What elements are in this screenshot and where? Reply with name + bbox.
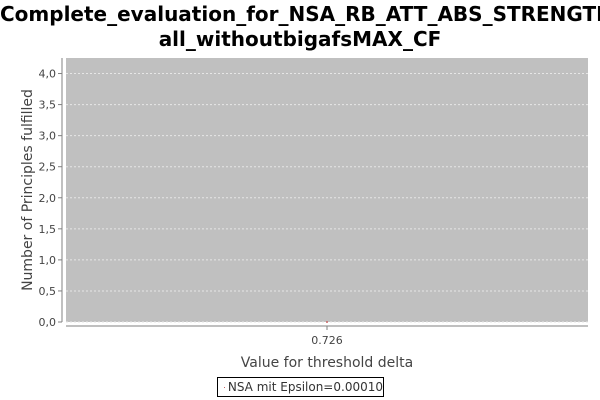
y-tick-label: 3,5 xyxy=(39,99,57,112)
x-axis-ticks: 0.726 xyxy=(311,326,343,347)
chart-title-line-2: all_withoutbigafsMAX_CF xyxy=(158,27,442,51)
chart-title-line-1: Complete_evaluation_for_NSA_RB_ATT_ABS_S… xyxy=(0,2,600,26)
legend-swatch xyxy=(224,386,225,388)
y-tick-label: 2,5 xyxy=(39,161,57,174)
plot-area xyxy=(66,58,588,322)
y-tick-label: 2,0 xyxy=(39,192,57,205)
y-tick-label: 4,0 xyxy=(39,68,57,81)
y-tick-label: 0,0 xyxy=(39,316,57,329)
series-point xyxy=(326,321,328,323)
x-axis-label: Value for threshold delta xyxy=(241,355,413,371)
x-tick-label: 0.726 xyxy=(311,334,343,347)
y-tick-label: 0,5 xyxy=(39,285,57,298)
chart-title: Complete_evaluation_for_NSA_RB_ATT_ABS_S… xyxy=(0,2,600,52)
y-axis-label: Number of Principles fulfilled xyxy=(20,89,36,291)
y-tick-label: 1,0 xyxy=(39,254,57,267)
y-tick-label: 3,0 xyxy=(39,130,57,143)
legend: NSA mit Epsilon=0.00010 xyxy=(217,377,384,397)
y-tick-label: 1,5 xyxy=(39,223,57,236)
legend-label: NSA mit Epsilon=0.00010 xyxy=(227,380,383,394)
series-group xyxy=(326,321,328,323)
y-axis-ticks: 0,0 0,5 1,0 1,5 2,0 2,5 3,0 3,5 4,0 xyxy=(39,68,62,329)
